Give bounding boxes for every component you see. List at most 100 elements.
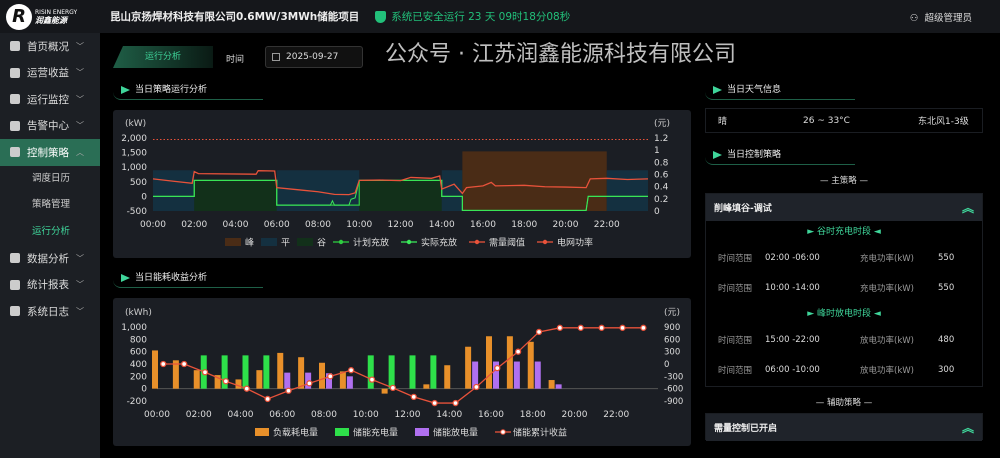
- price-band-平: [606, 170, 648, 211]
- sidebar-item-6[interactable]: 统计报表 ﹀: [0, 272, 100, 299]
- sidebar-subitem-0[interactable]: 调度日历: [32, 172, 71, 184]
- bar-负载耗电量: [486, 336, 492, 389]
- main-strategy-card: 削峰填谷-调试 ︽ ► 谷时充电时段 ◄ 时间范围 02:00 -06:00 充电功率…: [705, 193, 983, 387]
- bar-储能放电量: [326, 373, 332, 389]
- time-range-label: 时间范围: [718, 284, 753, 294]
- time-label: 时间: [226, 55, 245, 65]
- bar-储能充电量: [221, 355, 228, 389]
- y-tick-label: 600: [130, 348, 147, 358]
- sidebar-item-2[interactable]: 运行监控 ﹀: [0, 86, 100, 113]
- user-menu[interactable]: ⚇ 超级管理员: [910, 10, 972, 24]
- section-control-title: 当日控制策略: [705, 147, 855, 165]
- legend-marker: [474, 239, 480, 245]
- log-icon: [10, 306, 20, 317]
- x-tick-label: 06:00: [264, 220, 290, 230]
- y2-tick-label: 600: [664, 335, 680, 345]
- bar-负载耗电量: [339, 371, 346, 389]
- y-axis-unit: (kWh): [125, 308, 152, 318]
- collapse-icon[interactable]: ︽: [961, 421, 974, 435]
- y-tick-label: 2,000: [121, 134, 147, 144]
- sidebar-item-0[interactable]: 首页概况 ﹀: [0, 33, 100, 60]
- y2-tick-label: -300: [664, 372, 683, 382]
- bar-负载耗电量: [172, 360, 179, 389]
- weather-info: 晴 26 ~ 33°C 东北风1-3级: [705, 108, 983, 133]
- sidebar-subitem-2[interactable]: 运行分析: [32, 225, 71, 237]
- x-tick-label: 10:00: [346, 220, 372, 230]
- tab-run-analysis[interactable]: 运行分析: [113, 46, 213, 68]
- legend-swatch: [261, 238, 277, 246]
- y-tick-label: 0: [141, 192, 147, 202]
- revenue-point: [327, 373, 334, 380]
- bar-储能放电量: [513, 361, 520, 389]
- y2-tick-label: 0: [664, 360, 669, 370]
- y2-tick-label: 300: [664, 348, 680, 358]
- sidebar-item-3[interactable]: 告警中心 ﹀: [0, 113, 100, 140]
- bar-负载耗电量: [235, 379, 242, 389]
- revenue-point: [431, 399, 438, 407]
- x-tick-label: 04:00: [228, 410, 254, 420]
- section-weather-title: 当日天气信息: [705, 82, 855, 100]
- revenue-point: [410, 393, 417, 401]
- power-label: 充电功率(kW): [860, 284, 914, 294]
- legend-label: 储能放电量: [433, 427, 478, 439]
- legend-swatch: [297, 238, 313, 246]
- legend-label: 谷: [317, 238, 326, 249]
- legend-label: 负载耗电量: [273, 427, 318, 439]
- power-label: 放电功率(kW): [860, 336, 914, 346]
- bar-负载耗电量: [277, 352, 284, 389]
- time-range-value: 15:00 -22:00: [765, 335, 820, 345]
- y2-tick-label: 0: [654, 207, 660, 217]
- power-value: 550: [938, 283, 955, 293]
- aux-strategy-header[interactable]: 需量控制已开启 ︽: [706, 414, 982, 441]
- legend-label: 峰: [245, 238, 254, 249]
- revenue-point: [577, 324, 584, 331]
- money-bag-icon: [10, 67, 20, 78]
- strategy-header[interactable]: 削峰填谷-调试 ︽: [706, 194, 982, 221]
- collapse-icon[interactable]: ︽: [961, 201, 974, 215]
- revenue-point: [535, 328, 543, 336]
- legend-marker: [542, 239, 548, 245]
- bar-负载耗电量: [381, 388, 388, 394]
- chevron-up-icon: ︿: [76, 147, 84, 157]
- header: R RISIN ENERGY 润鑫能源 昆山京扬焊材科技有限公司0.6MW/3MWh…: [0, 0, 1000, 33]
- x-tick-label: 20:00: [562, 410, 588, 420]
- y-tick-label: 500: [130, 178, 147, 188]
- revenue-point: [368, 376, 376, 383]
- watermark: 公众号 · 江苏润鑫能源科技有限公司: [385, 42, 736, 67]
- y-tick-label: 400: [130, 360, 147, 370]
- shield-icon: [375, 10, 387, 23]
- sidebar-item-label: 控制策略: [27, 146, 69, 159]
- flag-icon: [713, 86, 722, 94]
- sidebar-item-4[interactable]: 控制策略 ︿: [0, 139, 100, 166]
- time-range-value: 10:00 -14:00: [765, 283, 820, 293]
- sidebar-item-7[interactable]: 系统日志 ﹀: [0, 298, 100, 325]
- revenue-point: [389, 384, 397, 391]
- legend-label: 平: [281, 238, 290, 249]
- sidebar-item-label: 数据分析: [27, 252, 69, 265]
- legend-label: 实际充放: [421, 237, 457, 249]
- revenue-point: [243, 385, 250, 392]
- valley-period-title: ► 谷时充电时段 ◄: [807, 227, 881, 237]
- bar-负载耗电量: [527, 341, 534, 389]
- chevron-down-icon: ﹀: [76, 306, 84, 316]
- y-axis-unit: (kW): [125, 119, 146, 129]
- x-tick-label: 18:00: [511, 220, 537, 230]
- strategy-row: 时间范围 02:00 -06:00 充电功率(kW) 550: [706, 243, 982, 273]
- bar-负载耗电量: [444, 365, 451, 389]
- grid-power-line: [152, 170, 649, 196]
- section-strategy-title: 当日策略运行分析: [113, 82, 263, 100]
- legend-label: 储能累计收益: [513, 427, 567, 439]
- sidebar-subitem-1[interactable]: 策略管理: [32, 199, 71, 210]
- weather-wind: 东北风1-3级: [918, 117, 969, 127]
- sidebar-item-1[interactable]: 运营收益 ﹀: [0, 60, 100, 87]
- legend-label: 需量阈值: [489, 237, 525, 249]
- aux-strategy-label: — 辅助策略 —: [815, 398, 873, 408]
- weather-condition: 晴: [718, 117, 728, 127]
- legend-swatch: [335, 428, 349, 436]
- x-tick-label: 02:00: [186, 410, 212, 420]
- sidebar-item-5[interactable]: 数据分析 ﹀: [0, 245, 100, 272]
- date-picker[interactable]: 2025-09-27: [265, 46, 363, 68]
- time-range-label: 时间范围: [718, 336, 753, 346]
- x-tick-label: 14:00: [436, 410, 462, 420]
- revenue-point: [473, 383, 480, 391]
